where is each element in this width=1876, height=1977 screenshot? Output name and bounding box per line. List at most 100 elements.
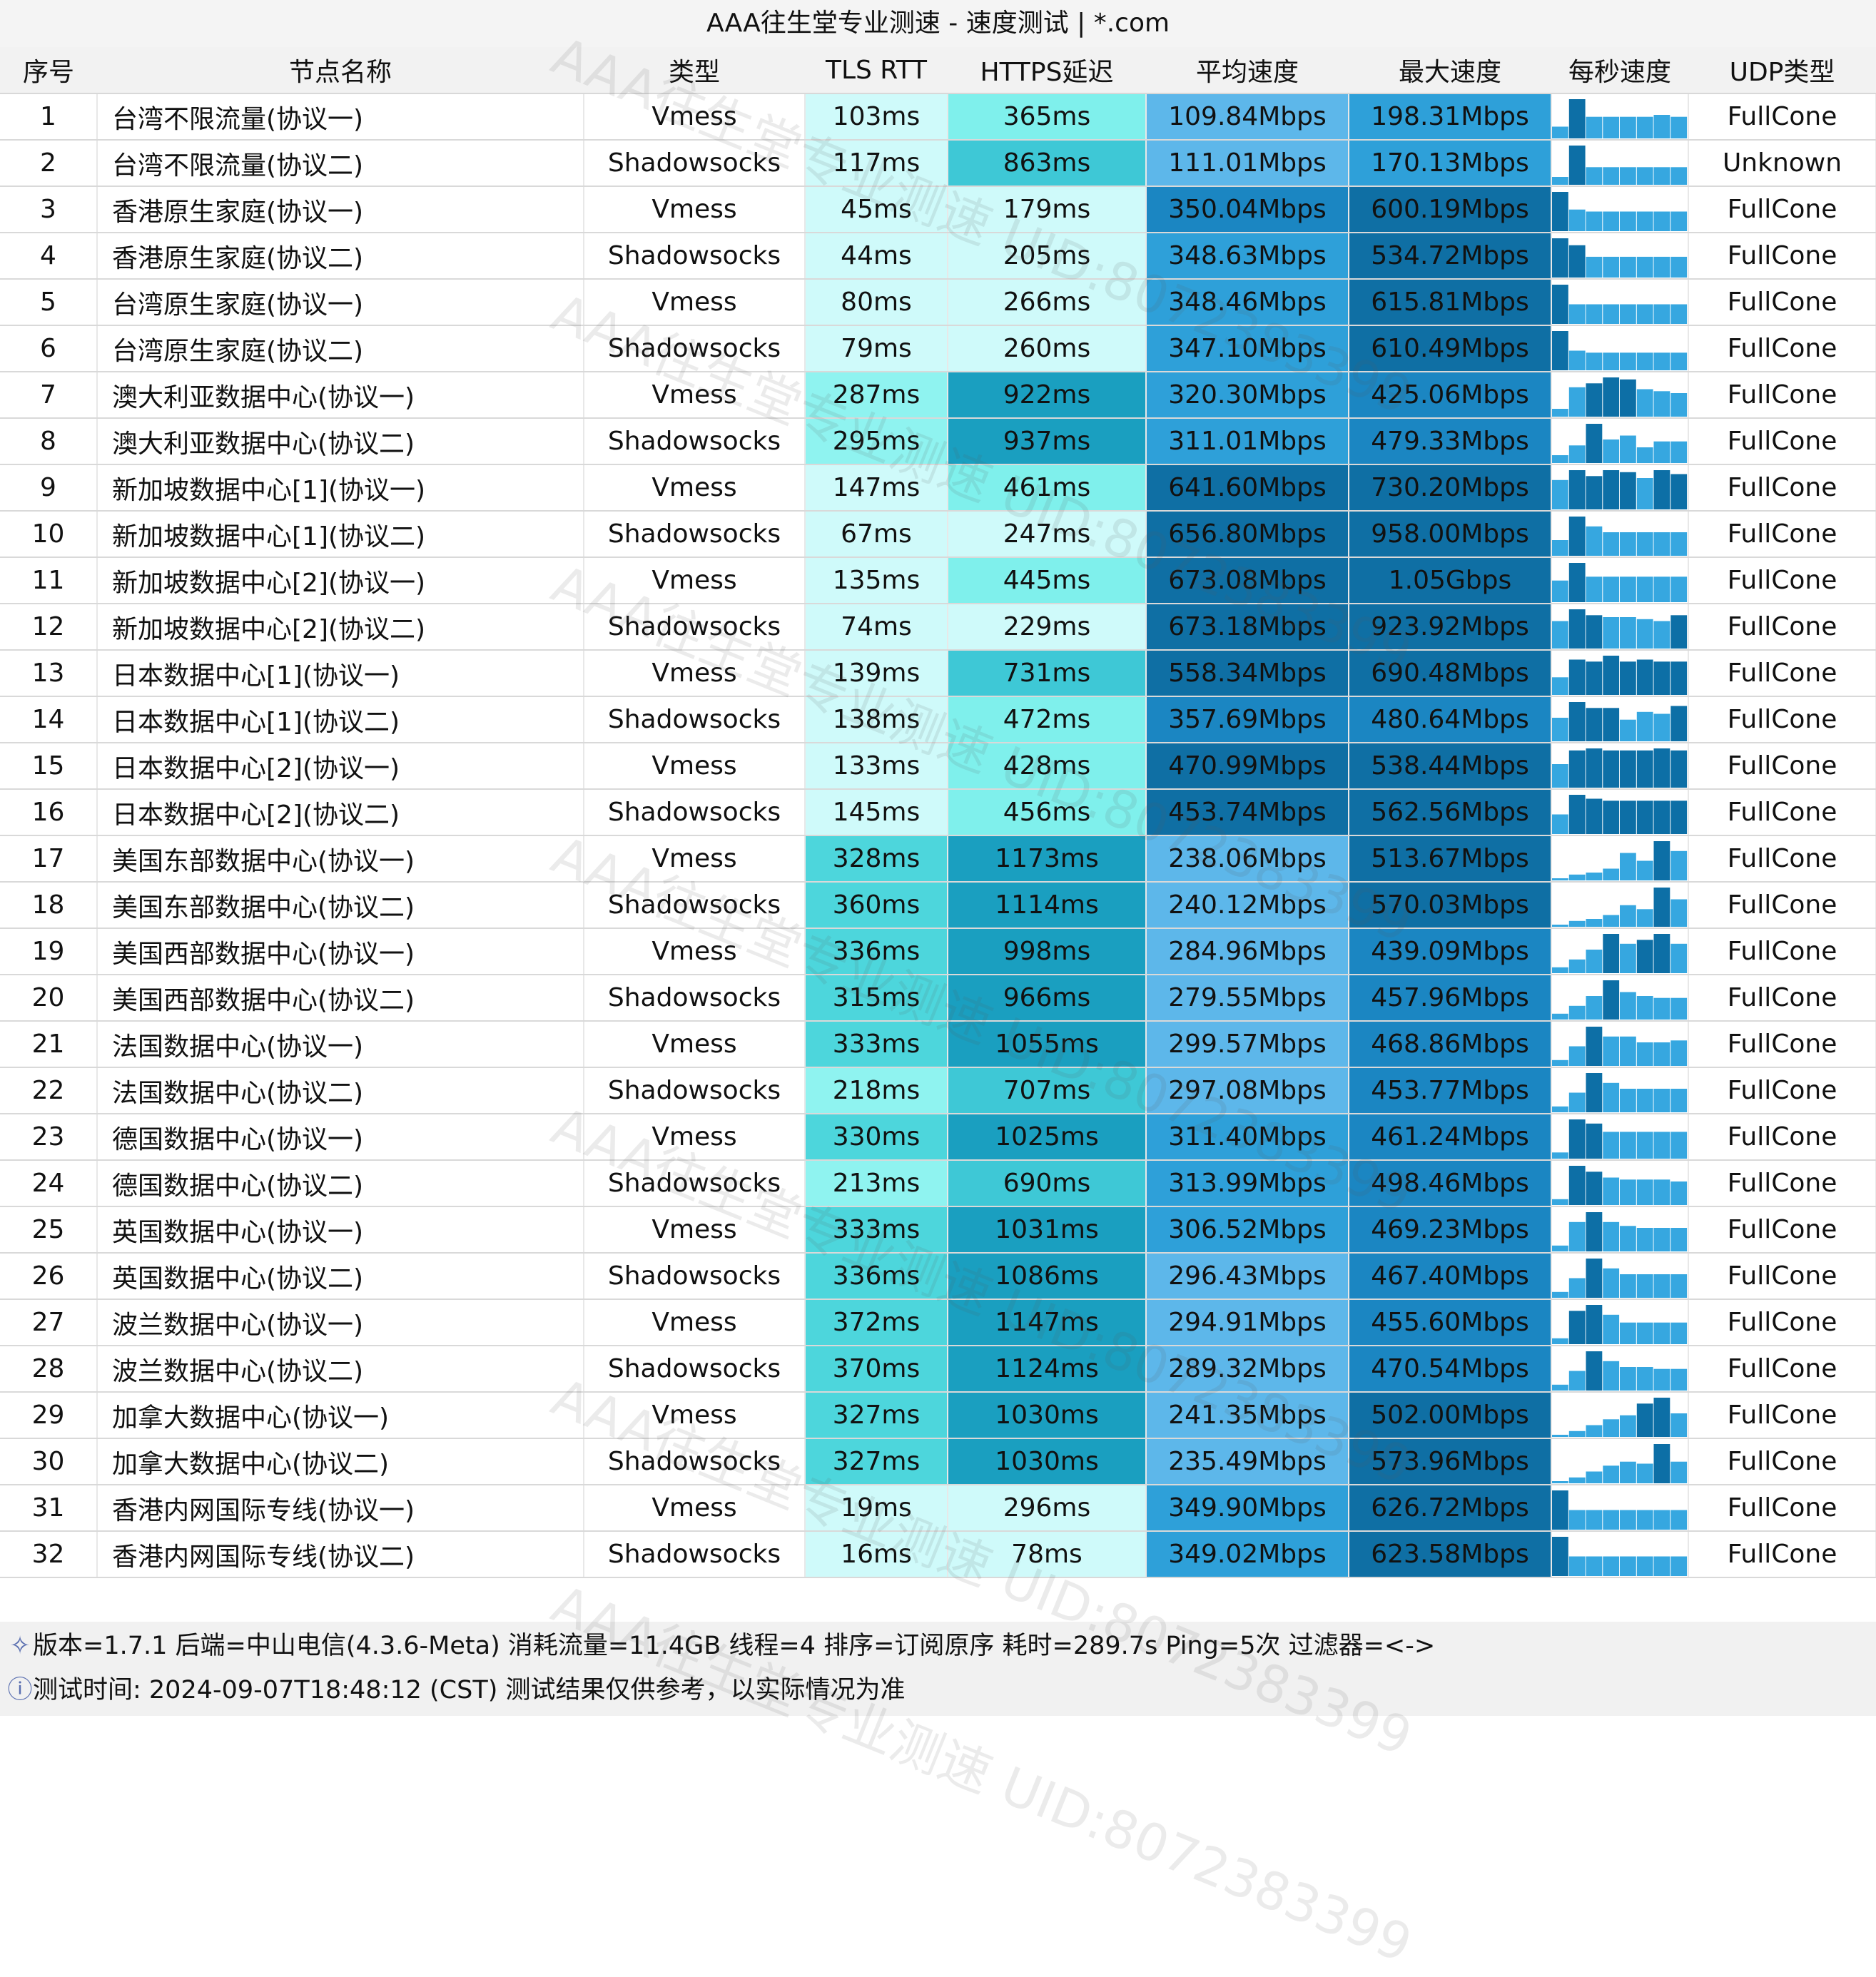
cell-spark xyxy=(1551,140,1689,187)
header-no[interactable]: 序号 xyxy=(0,47,97,94)
cell-max-speed: 457.96Mbps xyxy=(1349,975,1552,1022)
table-row[interactable]: 15 日本⁠数据中心[2](协议一) Vmess 133ms 428ms 470.99Mb… xyxy=(0,743,1876,790)
cell-type: Vmess xyxy=(584,557,806,604)
sparkline-bar xyxy=(1653,1228,1670,1251)
table-row[interactable]: 8 澳大利亚⁠数据中心(协议二) Shadowsocks 295ms 937ms 311.… xyxy=(0,418,1876,465)
table-row[interactable]: 14 日本⁠数据中心[1](协议二) Shadowsocks 138ms 472ms 35… xyxy=(0,696,1876,743)
cell-no: 9 xyxy=(0,464,98,512)
sparkline-bar xyxy=(1620,167,1636,185)
table-row[interactable]: 26 英国⁠数据中心(协议二) Shadowsocks 336ms 1086ms 296.… xyxy=(0,1253,1876,1300)
cell-max-speed: 467.40Mbps xyxy=(1349,1253,1552,1300)
sparkline-bar xyxy=(1568,445,1586,463)
cell-udp-type: FullCone xyxy=(1688,1160,1876,1207)
sparkline-bar xyxy=(1653,997,1670,1020)
header-tls-rtt[interactable]: TLS RTT xyxy=(805,47,948,94)
table-row[interactable]: 12 新加坡⁠数据中心[2](协议二) Shadowsocks 74ms 229ms 67… xyxy=(0,604,1876,651)
sparkline-bar xyxy=(1603,750,1620,788)
table-row[interactable]: 27 波兰⁠数据中心(协议一) Vmess 372ms 1147ms 294.91Mbps… xyxy=(0,1299,1876,1346)
cell-https-latency: 456ms xyxy=(948,789,1147,836)
sparkline-bar xyxy=(1603,377,1620,417)
sparkline-bar xyxy=(1653,841,1670,880)
table-row[interactable]: 16 日本⁠数据中心[2](协议二) Shadowsocks 145ms 456ms 45… xyxy=(0,789,1876,836)
sparkline-bar xyxy=(1603,980,1620,1020)
cell-node-name: 德国⁠数据中心(协议二) xyxy=(97,1160,584,1207)
table-row[interactable]: 29 加拿大⁠数据中心(协议一) Vmess 327ms 1030ms 241.35Mbp… xyxy=(0,1392,1876,1439)
cell-spark xyxy=(1551,279,1689,326)
table-row[interactable]: 1 台湾⁠不限流量(协议一) Vmess 103ms 365ms 109.84Mbps 19… xyxy=(0,93,1876,141)
sparkline-bar xyxy=(1670,167,1687,185)
sparkline-bar xyxy=(1552,718,1568,741)
sparkline-bar xyxy=(1568,1371,1586,1391)
table-row[interactable]: 31 香港内网⁠国际专线(协议一) Vmess 19ms 296ms 349.90Mbps… xyxy=(0,1485,1876,1532)
cell-no: 22 xyxy=(0,1067,98,1114)
table-row[interactable]: 5 台湾⁠原生家庭(协议一) Vmess 80ms 266ms 348.46Mbps 615… xyxy=(0,279,1876,326)
cell-udp-type: FullCone xyxy=(1688,1021,1876,1068)
table-row[interactable]: 25 英国⁠数据中心(协议一) Vmess 333ms 1031ms 306.52Mbps… xyxy=(0,1206,1876,1254)
cell-type: Vmess xyxy=(584,928,806,975)
cell-no: 5 xyxy=(0,279,98,326)
sparkline-bar xyxy=(1636,1556,1653,1576)
sparkline-bar xyxy=(1552,1338,1568,1344)
header-type[interactable]: 类型 xyxy=(584,47,805,94)
header-udp-type[interactable]: UDP类型 xyxy=(1688,47,1876,94)
sparkline-bar xyxy=(1586,950,1603,973)
table-row[interactable]: 2 台湾⁠不限流量(协议二) Shadowsocks 117ms 863ms 111.01… xyxy=(0,140,1876,187)
cell-tls-rtt: 370ms xyxy=(805,1346,948,1393)
table-row[interactable]: 21 法国⁠数据中心(协议一) Vmess 333ms 1055ms 299.57Mbps… xyxy=(0,1021,1876,1068)
table-row[interactable]: 13 日本⁠数据中心[1](协议一) Vmess 139ms 731ms 558.34Mb… xyxy=(0,650,1876,697)
table-row[interactable]: 30 加拿大⁠数据中心(协议二) Shadowsocks 327ms 1030ms 235… xyxy=(0,1438,1876,1485)
footer-line-info: ✧版本=1.7.1 后端=中山电信(4.3.6-Meta) 消耗流量=11.4G… xyxy=(7,1625,1435,1667)
sparkline-bar xyxy=(1603,1082,1620,1112)
sparkline-bar xyxy=(1670,1510,1687,1530)
table-row[interactable]: 20 美国西部⁠数据中心(协议二) Shadowsocks 315ms 966ms 279… xyxy=(0,975,1876,1022)
sparkline-bar xyxy=(1670,1089,1687,1112)
header-per-second-speed[interactable]: 每秒速度 xyxy=(1551,47,1688,94)
table-row[interactable]: 6 台湾⁠原生家庭(协议二) Shadowsocks 79ms 260ms 347.10M… xyxy=(0,325,1876,372)
table-row[interactable]: 10 新加坡⁠数据中心[1](协议二) Shadowsocks 67ms 247ms 65… xyxy=(0,511,1876,558)
cell-max-speed: 468.86Mbps xyxy=(1349,1021,1552,1068)
table-row[interactable]: 32 香港内网⁠国际专线(协议二) Shadowsocks 16ms 78ms 349.0… xyxy=(0,1531,1876,1578)
sparkline-bar xyxy=(1552,1199,1568,1205)
cell-no: 6 xyxy=(0,325,98,372)
cell-avg-speed: 311.01Mbps xyxy=(1146,418,1349,465)
cell-no: 18 xyxy=(0,882,98,929)
satellite-icon: ✧ xyxy=(9,1632,31,1660)
cell-no: 16 xyxy=(0,789,98,836)
cell-tls-rtt: 19ms xyxy=(805,1485,948,1532)
speed-sparkline xyxy=(1552,285,1687,324)
sparkline-bar xyxy=(1670,393,1687,417)
cell-spark xyxy=(1551,418,1689,465)
sparkline-bar xyxy=(1670,1461,1687,1483)
cell-tls-rtt: 67ms xyxy=(805,511,948,558)
table-row[interactable]: 22 法国⁠数据中心(协议二) Shadowsocks 218ms 707ms 297.0… xyxy=(0,1067,1876,1114)
header-https-latency[interactable]: HTTPS延迟 xyxy=(948,47,1146,94)
header-max-speed[interactable]: 最大速度 xyxy=(1349,47,1551,94)
sparkline-bar xyxy=(1603,211,1620,231)
sparkline-bar xyxy=(1586,1123,1603,1159)
sparkline-bar xyxy=(1552,479,1568,509)
table-row[interactable]: 19 美国西部⁠数据中心(协议一) Vmess 336ms 998ms 284.96Mbp… xyxy=(0,928,1876,975)
sparkline-bar xyxy=(1552,1059,1568,1066)
table-row[interactable]: 24 德国⁠数据中心(协议二) Shadowsocks 213ms 690ms 313.9… xyxy=(0,1160,1876,1207)
header-name[interactable]: 节点名称 xyxy=(97,47,584,94)
table-row[interactable]: 9 新加坡⁠数据中心[1](协议一) Vmess 147ms 461ms 641.60Mb… xyxy=(0,464,1876,512)
sparkline-bar xyxy=(1603,576,1620,602)
table-row[interactable]: 18 美国东部⁠数据中心(协议二) Shadowsocks 360ms 1114ms 24… xyxy=(0,882,1876,929)
table-row[interactable]: 23 德国⁠数据中心(协议一) Vmess 330ms 1025ms 311.40Mbps… xyxy=(0,1114,1876,1161)
cell-max-speed: 600.19Mbps xyxy=(1349,186,1552,233)
table-row[interactable]: 28 波兰⁠数据中心(协议二) Shadowsocks 370ms 1124ms 289.… xyxy=(0,1346,1876,1393)
header-avg-speed[interactable]: 平均速度 xyxy=(1146,47,1349,94)
window-title: AAA往生堂专业测速 - 速度测试 | *.com xyxy=(0,0,1876,47)
cell-max-speed: 573.96Mbps xyxy=(1349,1438,1552,1485)
table-row[interactable]: 4 香港⁠原生家庭(协议二) Shadowsocks 44ms 205ms 348.63M… xyxy=(0,233,1876,280)
cell-type: Vmess xyxy=(584,835,806,883)
sparkline-bar xyxy=(1586,1471,1603,1483)
table-row[interactable]: 11 新加坡⁠数据中心[2](协议一) Vmess 135ms 445ms 673.08M… xyxy=(0,557,1876,604)
cell-spark xyxy=(1551,882,1689,929)
table-row[interactable]: 7 澳大利亚⁠数据中心(协议一) Vmess 287ms 922ms 320.30Mbps… xyxy=(0,372,1876,419)
sparkline-bar xyxy=(1653,1089,1670,1112)
sparkline-bar xyxy=(1670,116,1687,138)
table-row[interactable]: 3 香港⁠原生家庭(协议一) Vmess 45ms 179ms 350.04Mbps 600… xyxy=(0,186,1876,233)
sparkline-bar xyxy=(1586,211,1603,231)
table-row[interactable]: 17 美国东部⁠数据中心(协议一) Vmess 328ms 1173ms 238.06Mb… xyxy=(0,835,1876,883)
